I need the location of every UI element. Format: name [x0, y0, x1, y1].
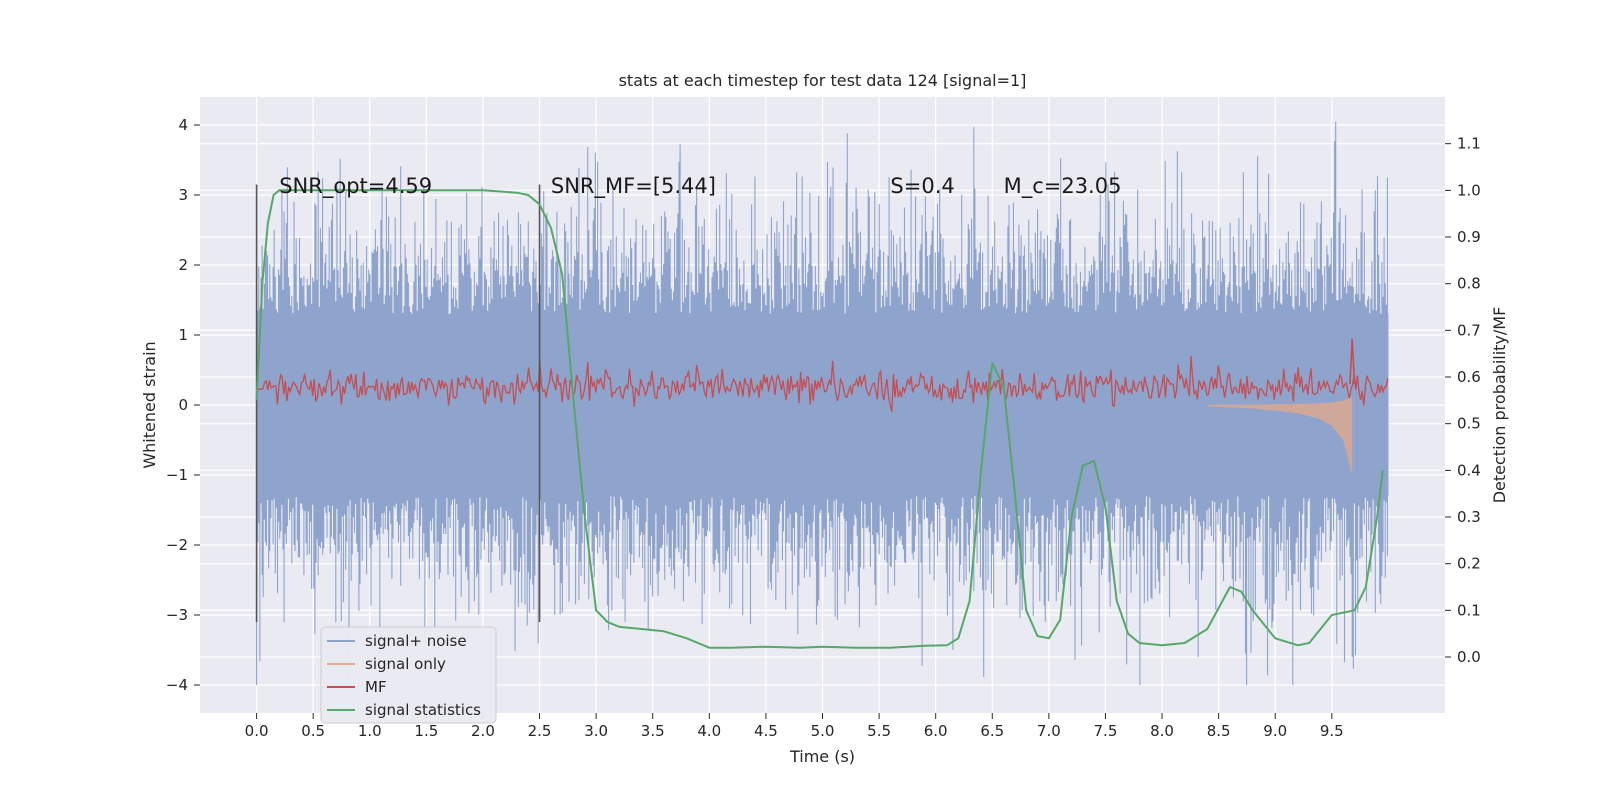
x-tick-label: 2.5 [528, 722, 552, 740]
annotation-text: S=0.4 [890, 174, 954, 198]
mf-spike [1349, 338, 1356, 385]
y2-tick-label: 1.0 [1457, 181, 1481, 199]
y-tick-label: 3 [178, 186, 188, 204]
series-signal-statistics [255, 189, 1384, 649]
x-tick-label: 5.5 [867, 722, 891, 740]
y2-tick-label: 0.5 [1457, 415, 1481, 433]
signal-statistics-line [255, 189, 1384, 649]
x-tick-label: 1.0 [358, 722, 382, 740]
x-tick-label: 3.0 [584, 722, 608, 740]
annotation-text: SNR_MF=[5.44] [551, 174, 716, 199]
y-tick-label: −1 [166, 466, 188, 484]
x-tick-label: 9.0 [1263, 722, 1287, 740]
y2-tick-label: 0.2 [1457, 555, 1481, 573]
x-tick-label: 0.0 [245, 722, 269, 740]
series-mf [256, 338, 1389, 412]
annotation-text: M_c=23.05 [1004, 174, 1122, 199]
legend-entry: signal only [365, 655, 446, 673]
legend-box [320, 626, 497, 724]
x-tick-label: 7.5 [1094, 722, 1118, 740]
x-tick-label: 5.0 [811, 722, 835, 740]
y2-axis-ticks: 0.0 0.1 0.2 0.3 0.4 0.5 0.6 0.7 0.8 0.9 1.0 1.1 [1445, 135, 1481, 666]
x-tick-label: 3.5 [641, 722, 665, 740]
y2-tick-label: 0.3 [1457, 508, 1481, 526]
x-tick-label: 8.0 [1150, 722, 1174, 740]
y-tick-label: −2 [166, 536, 188, 554]
mf-trace [256, 356, 1389, 412]
annotation-text: SNR_opt=4.59 [279, 174, 432, 199]
y-tick-label: −4 [166, 676, 188, 694]
x-tick-label: 0.5 [301, 722, 325, 740]
x-tick-label: 2.0 [471, 722, 495, 740]
vertical-markers [255, 184, 541, 622]
y2-tick-label: 0.9 [1457, 228, 1481, 246]
x-axis-ticks: 0.0 0.5 1.0 1.5 2.0 2.5 3.0 3.5 4.0 4.5 5.0 5.5 6.0 6… [245, 713, 1344, 740]
y2-tick-label: 0.7 [1457, 321, 1481, 339]
x-tick-label: 7.0 [1037, 722, 1061, 740]
x-tick-label: 4.0 [697, 722, 721, 740]
x-tick-label: 1.5 [414, 722, 438, 740]
y-tick-label: 0 [178, 396, 188, 414]
y-axis-label: Whitened strain [140, 341, 159, 468]
y2-tick-label: 0.6 [1457, 368, 1481, 386]
legend: signal+ noise signal only MF signal statist… [320, 626, 497, 724]
x-tick-label: 8.5 [1207, 722, 1231, 740]
y2-tick-label: 0.8 [1457, 275, 1481, 293]
y-axis-ticks: −4 −3 −2 −1 0 1 2 3 4 [166, 116, 200, 694]
y-tick-label: 4 [178, 116, 188, 134]
x-axis-label: Time (s) [789, 747, 855, 766]
legend-entry: signal+ noise [365, 632, 467, 650]
y-tick-label: −3 [166, 606, 188, 624]
x-tick-label: 9.5 [1320, 722, 1344, 740]
y-tick-label: 1 [178, 326, 188, 344]
y2-axis-label: Detection probability/MF [1490, 307, 1509, 504]
y-tick-label: 2 [178, 256, 188, 274]
y2-tick-label: 0.4 [1457, 461, 1481, 479]
signal-only-trace [1207, 396, 1353, 475]
chart-title: stats at each timestep for test data 124… [619, 71, 1027, 90]
legend-entry: signal statistics [365, 701, 481, 719]
y2-tick-label: 1.1 [1457, 135, 1481, 153]
series-signal-only [1207, 396, 1353, 475]
x-tick-label: 4.5 [754, 722, 778, 740]
legend-entry: MF [365, 678, 387, 696]
series-signal-noise [256, 121, 1389, 685]
y2-tick-label: 0.1 [1457, 601, 1481, 619]
y2-tick-label: 0.0 [1457, 648, 1481, 666]
x-tick-label: 6.0 [924, 722, 948, 740]
x-tick-label: 6.5 [980, 722, 1004, 740]
annotations: SNR_opt=4.59 SNR_MF=[5.44] S=0.4 M_c=23.05 [279, 174, 1121, 199]
